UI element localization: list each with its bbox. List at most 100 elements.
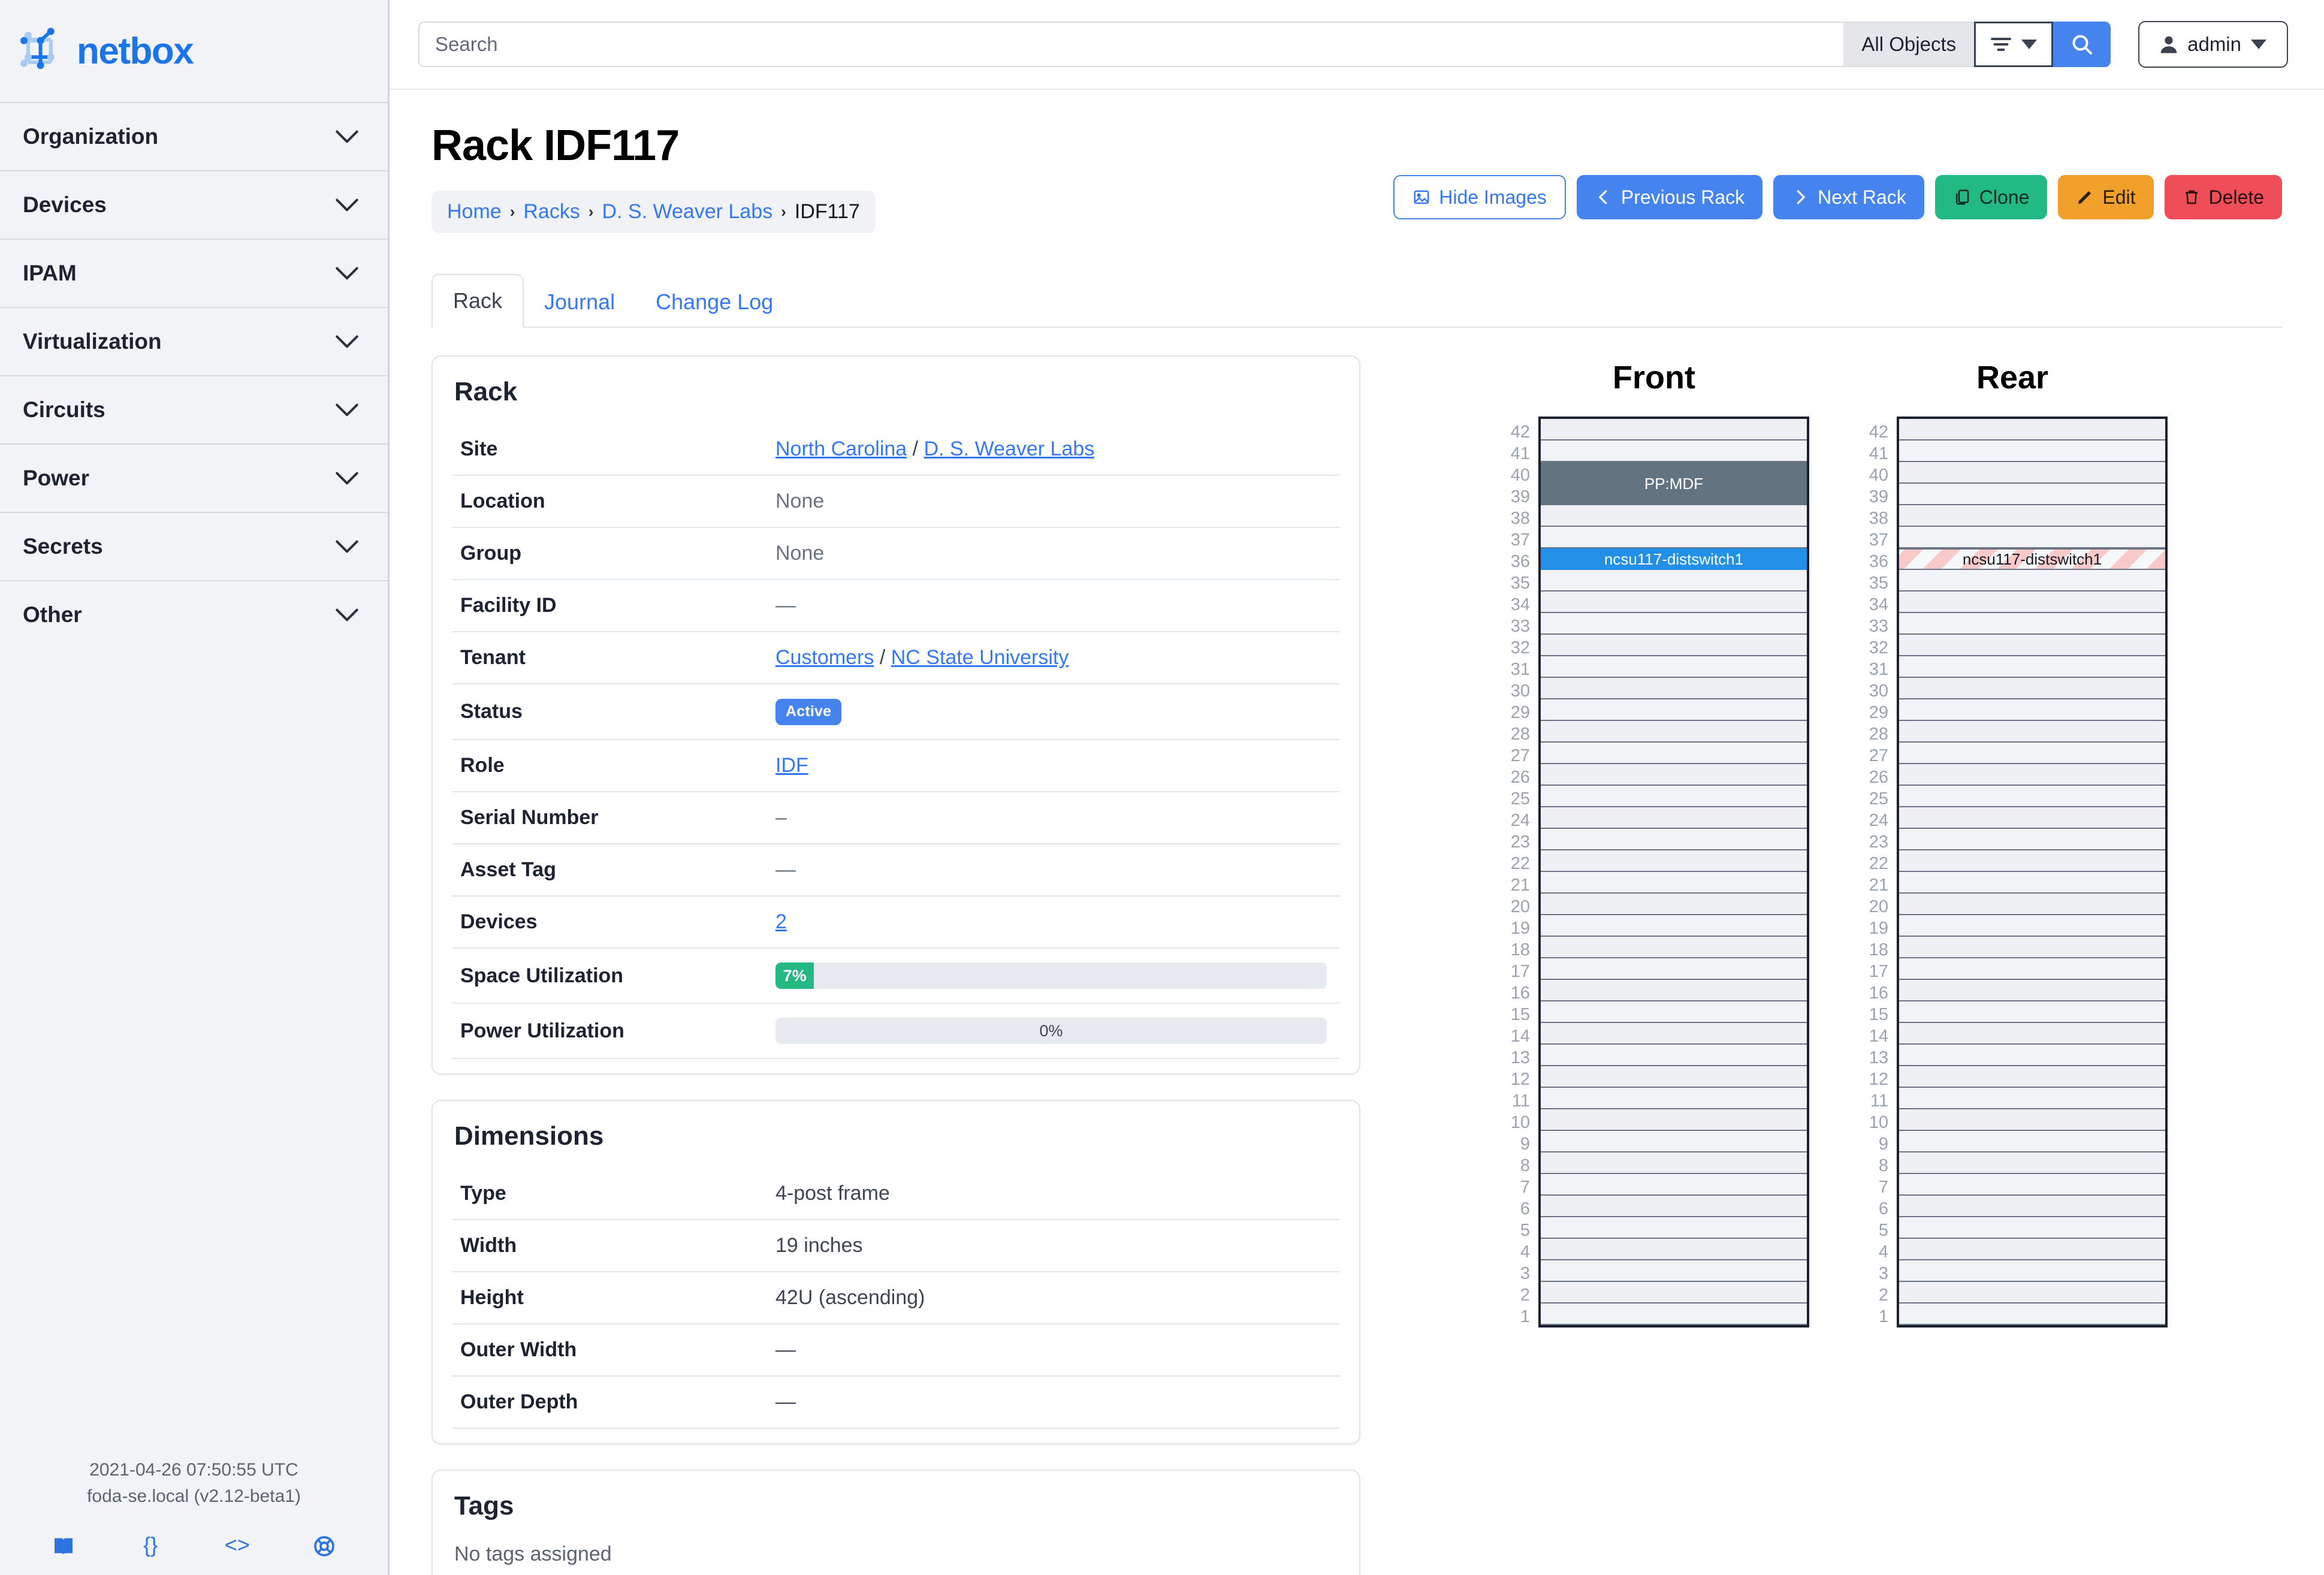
docs-book-icon[interactable]: [47, 1534, 80, 1558]
rack-unit-slot[interactable]: [1541, 850, 1807, 872]
breadcrumb-item-home[interactable]: Home: [447, 200, 502, 223]
rack-unit-slot[interactable]: [1899, 872, 2165, 894]
tab-rack[interactable]: Rack: [431, 274, 524, 328]
rack-unit-slot[interactable]: [1899, 1045, 2165, 1066]
rack-unit-slot[interactable]: [1899, 786, 2165, 807]
rack-unit-slot[interactable]: [1541, 958, 1807, 980]
rack-unit-slot[interactable]: [1899, 721, 2165, 743]
help-lifering-icon[interactable]: [307, 1534, 341, 1558]
rack-device[interactable]: ncsu117-distswitch1: [1899, 548, 2165, 570]
rack-unit-slot[interactable]: [1899, 570, 2165, 592]
link-nc-state-university[interactable]: NC State University: [891, 646, 1069, 669]
rack-unit-slot[interactable]: [1541, 743, 1807, 764]
rack-unit-slot[interactable]: [1899, 915, 2165, 937]
rack-unit-slot[interactable]: [1541, 1217, 1807, 1239]
sidebar-item-circuits[interactable]: Circuits: [0, 375, 388, 443]
previous-rack-button[interactable]: Previous Rack: [1576, 175, 1763, 219]
clone-button[interactable]: Clone: [1934, 175, 2048, 219]
rack-unit-slot[interactable]: [1899, 419, 2165, 440]
search-submit-button[interactable]: [2053, 22, 2111, 67]
rack-unit-slot[interactable]: [1899, 1001, 2165, 1023]
rack-unit-slot[interactable]: [1899, 894, 2165, 915]
rack-unit-slot[interactable]: [1541, 592, 1807, 613]
rack-unit-slot[interactable]: [1899, 440, 2165, 462]
link-customers[interactable]: Customers: [775, 646, 874, 669]
user-menu[interactable]: admin: [2138, 21, 2288, 68]
rack-unit-slot[interactable]: [1541, 1304, 1807, 1325]
rack-unit-slot[interactable]: [1541, 1066, 1807, 1088]
rack-device[interactable]: PP:MDF: [1541, 462, 1807, 505]
rack-unit-slot[interactable]: [1899, 635, 2165, 656]
rack-unit-slot[interactable]: [1899, 699, 2165, 721]
rack-unit-slot[interactable]: [1899, 1152, 2165, 1174]
rack-unit-slot[interactable]: [1541, 829, 1807, 850]
sidebar-item-organization[interactable]: Organization: [0, 102, 388, 170]
brand-header[interactable]: netbox: [0, 0, 388, 102]
rack-unit-slot[interactable]: [1541, 1109, 1807, 1131]
sidebar-item-virtualization[interactable]: Virtualization: [0, 307, 388, 375]
rack-unit-slot[interactable]: [1541, 1196, 1807, 1217]
rack-unit-slot[interactable]: [1899, 1196, 2165, 1217]
rack-unit-slot[interactable]: [1899, 462, 2165, 484]
rack-unit-slot[interactable]: [1899, 592, 2165, 613]
delete-button[interactable]: Delete: [2164, 175, 2282, 219]
rack-unit-slot[interactable]: [1899, 829, 2165, 850]
tab-change-log[interactable]: Change Log: [656, 289, 774, 314]
rack-unit-slot[interactable]: [1899, 743, 2165, 764]
rack-unit-slot[interactable]: [1541, 764, 1807, 786]
rack-unit-slot[interactable]: [1899, 484, 2165, 505]
sidebar-item-other[interactable]: Other: [0, 580, 388, 648]
rack-unit-slot[interactable]: [1541, 1045, 1807, 1066]
tab-journal[interactable]: Journal: [544, 289, 615, 314]
rack-unit-slot[interactable]: [1899, 1239, 2165, 1260]
rack-unit-slot[interactable]: [1899, 1217, 2165, 1239]
rack-unit-slot[interactable]: [1899, 678, 2165, 699]
breadcrumb-item-d-s-weaver-labs[interactable]: D. S. Weaver Labs: [602, 200, 773, 223]
rack-unit-slot[interactable]: [1899, 1304, 2165, 1325]
rack-unit-slot[interactable]: [1541, 613, 1807, 635]
api-braces-icon[interactable]: {}: [143, 1532, 158, 1557]
hide-images-button[interactable]: Hide Images: [1393, 175, 1566, 219]
rack-unit-slot[interactable]: [1899, 505, 2165, 527]
rack-unit-slot[interactable]: [1541, 980, 1807, 1001]
rack-unit-slot[interactable]: [1541, 915, 1807, 937]
rack-unit-slot[interactable]: [1899, 1260, 2165, 1282]
rack-unit-slot[interactable]: [1541, 635, 1807, 656]
rack-unit-slot[interactable]: [1541, 1023, 1807, 1045]
link-d-s-weaver-labs[interactable]: D. S. Weaver Labs: [923, 437, 1095, 460]
rack-unit-slot[interactable]: [1541, 527, 1807, 548]
rack-unit-slot[interactable]: [1541, 505, 1807, 527]
link-north-carolina[interactable]: North Carolina: [775, 437, 907, 460]
rack-unit-slot[interactable]: [1541, 699, 1807, 721]
rack-unit-slot[interactable]: [1541, 678, 1807, 699]
rack-unit-slot[interactable]: [1541, 1174, 1807, 1196]
rack-unit-slot[interactable]: [1899, 1109, 2165, 1131]
rack-unit-slot[interactable]: [1899, 613, 2165, 635]
rack-unit-slot[interactable]: [1899, 1174, 2165, 1196]
rack-unit-slot[interactable]: [1541, 872, 1807, 894]
rack-unit-slot[interactable]: [1541, 419, 1807, 440]
rack-unit-slot[interactable]: [1541, 1131, 1807, 1152]
rack-unit-slot[interactable]: [1541, 440, 1807, 462]
sidebar-item-power[interactable]: Power: [0, 443, 388, 512]
object-scope-selector[interactable]: All Objects: [1843, 22, 1975, 67]
rack-unit-slot[interactable]: [1899, 1066, 2165, 1088]
rack-unit-slot[interactable]: [1541, 1282, 1807, 1304]
rack-unit-slot[interactable]: [1541, 656, 1807, 678]
rack-unit-slot[interactable]: [1541, 894, 1807, 915]
rack-unit-slot[interactable]: [1541, 937, 1807, 958]
rack-unit-slot[interactable]: [1541, 1239, 1807, 1260]
sidebar-item-secrets[interactable]: Secrets: [0, 512, 388, 580]
rack-unit-slot[interactable]: [1899, 850, 2165, 872]
rack-unit-slot[interactable]: [1899, 980, 2165, 1001]
rack-unit-slot[interactable]: [1541, 1001, 1807, 1023]
source-code-icon[interactable]: <>: [224, 1532, 250, 1557]
link-idf[interactable]: IDF: [775, 754, 808, 777]
rack-unit-slot[interactable]: [1541, 721, 1807, 743]
rack-unit-slot[interactable]: [1541, 786, 1807, 807]
filter-dropdown-button[interactable]: [1974, 22, 2054, 67]
search-input[interactable]: [418, 22, 1844, 67]
rack-unit-slot[interactable]: [1899, 1282, 2165, 1304]
rack-unit-slot[interactable]: [1541, 807, 1807, 829]
rack-unit-slot[interactable]: [1899, 937, 2165, 958]
